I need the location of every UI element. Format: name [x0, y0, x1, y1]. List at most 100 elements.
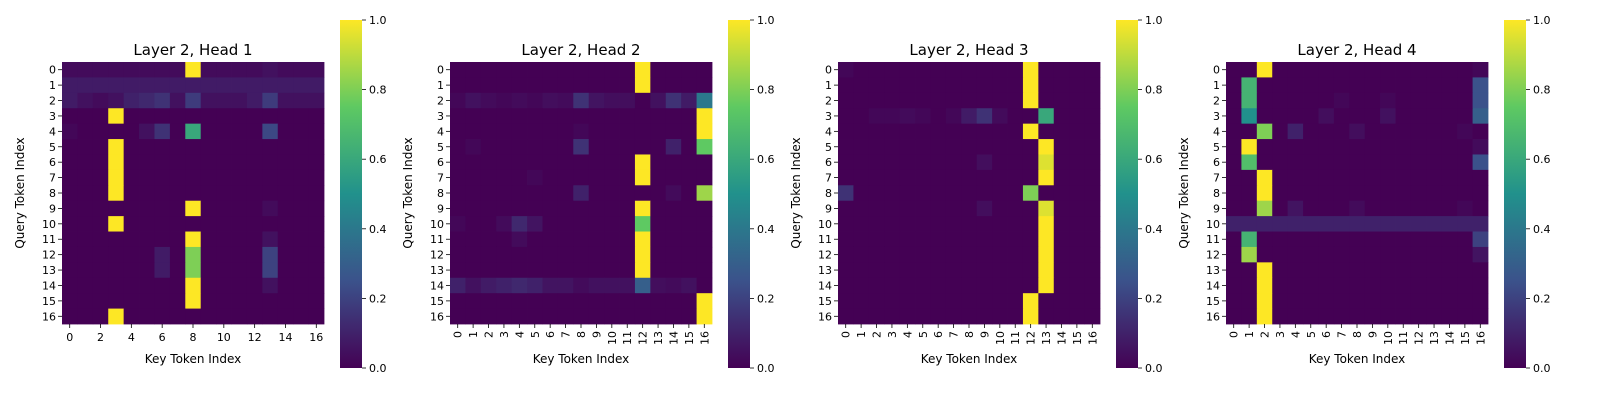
heatmap-cell-r11-c3 — [884, 231, 901, 248]
heatmap-cell-r15-c7 — [557, 293, 574, 309]
heatmap-cell-r16-c16 — [696, 308, 713, 325]
y-tick-label: 8 — [437, 187, 444, 200]
heatmap-cell-r4-c7 — [945, 123, 962, 140]
heatmap-cell-r13-c13 — [262, 262, 279, 279]
heatmap-cell-r2-c2 — [92, 92, 109, 109]
heatmap-cell-r2-c14 — [277, 92, 294, 109]
heatmap-cell-r11-c8 — [185, 231, 202, 248]
heatmap-cell-r10-c15 — [1457, 216, 1473, 232]
heatmap-cell-r5-c12 — [1022, 139, 1039, 155]
heatmap-cell-r10-c1 — [465, 216, 482, 232]
heatmap-cell-r4-c12 — [246, 123, 263, 140]
heatmap-cell-r3-c0 — [62, 108, 78, 125]
heatmap-cell-r13-c15 — [1457, 262, 1473, 279]
heatmap-cell-r16-c11 — [1395, 308, 1412, 325]
heatmap-cell-r16-c13 — [1426, 308, 1443, 325]
heatmap-cell-r12-c3 — [1272, 246, 1289, 263]
heatmap-cell-r8-c4 — [899, 185, 916, 202]
y-tick-label: 3 — [825, 110, 832, 123]
y-tick-label: 16 — [1206, 310, 1220, 323]
heatmap-cell-r2-c6 — [930, 92, 947, 109]
heatmap-cell-r2-c13 — [650, 92, 667, 109]
heatmap-cell-r13-c11 — [231, 262, 248, 279]
heatmap-cell-r11-c5 — [915, 231, 931, 248]
heatmap-cell-r6-c13 — [262, 154, 279, 171]
heatmap-cell-r1-c10 — [216, 77, 232, 94]
heatmap-cell-r9-c12 — [246, 200, 263, 217]
heatmap-cell-r1-c13 — [650, 77, 667, 94]
heatmap-cell-r5-c10 — [1380, 139, 1396, 155]
heatmap-cell-r3-c15 — [681, 108, 697, 125]
y-tick-label: 0 — [437, 64, 444, 77]
heatmap-cell-r3-c13 — [1426, 108, 1443, 125]
heatmap-cell-r10-c14 — [1441, 216, 1458, 232]
colorbar-tick-label: 0.4 — [1533, 223, 1551, 236]
heatmap-cell-r15-c5 — [527, 293, 543, 309]
heatmap-cell-r0-c8 — [961, 62, 978, 78]
heatmap-cell-r15-c6 — [154, 293, 171, 309]
heatmap-cell-r1-c8 — [185, 77, 202, 94]
heatmap-cell-r10-c8 — [185, 216, 202, 232]
heatmap-cell-r10-c16 — [696, 216, 713, 232]
colorbar — [1116, 20, 1138, 368]
x-tick-label: 16 — [309, 331, 323, 344]
heatmap-cell-r16-c3 — [884, 308, 901, 325]
heatmap-cell-r5-c0 — [62, 139, 78, 155]
heatmap-cell-r9-c15 — [681, 200, 697, 217]
colorbar-tick-label: 0.0 — [369, 362, 387, 375]
heatmap-cell-r6-c15 — [293, 154, 309, 171]
heatmap-cell-r0-c8 — [573, 62, 590, 78]
heatmap-cell-r4-c11 — [1007, 123, 1024, 140]
heatmap-cell-r5-c1 — [77, 139, 94, 155]
heatmap-cell-r11-c16 — [696, 231, 713, 248]
heatmap-cell-r15-c8 — [1349, 293, 1366, 309]
heatmap-cell-r13-c10 — [992, 262, 1008, 279]
heatmap-cell-r13-c0 — [62, 262, 78, 279]
heatmap-cell-r16-c11 — [1007, 308, 1024, 325]
heatmap-cell-r5-c15 — [1069, 139, 1085, 155]
heatmap-cell-r16-c4 — [123, 308, 140, 325]
heatmap-cell-r0-c6 — [1318, 62, 1335, 78]
heatmap-cell-r10-c10 — [1380, 216, 1396, 232]
x-tick-label: 4 — [901, 331, 914, 338]
heatmap-cell-r11-c2 — [868, 231, 885, 248]
heatmap-cell-r5-c13 — [1426, 139, 1443, 155]
heatmap-cell-r8-c12 — [1022, 185, 1039, 202]
heatmap-cell-r8-c6 — [930, 185, 947, 202]
heatmap-cell-r10-c5 — [527, 216, 543, 232]
heatmap-cell-r12-c4 — [899, 246, 916, 263]
heatmap-cell-r12-c4 — [123, 246, 140, 263]
heatmap-cell-r3-c1 — [853, 108, 870, 125]
heatmap-cell-r9-c0 — [838, 200, 854, 217]
y-tick-label: 9 — [437, 202, 444, 215]
heatmap-cell-r3-c13 — [262, 108, 279, 125]
heatmap-cell-r11-c0 — [450, 231, 466, 248]
heatmap-cell-r5-c4 — [511, 139, 528, 155]
heatmap-cell-r9-c12 — [634, 200, 651, 217]
heatmap-cell-r14-c12 — [634, 277, 651, 294]
heatmap-cell-r3-c9 — [200, 108, 217, 125]
heatmap-cell-r15-c13 — [1038, 293, 1055, 309]
heatmap-cell-r1-c14 — [1053, 77, 1070, 94]
heatmap-cell-r9-c13 — [650, 200, 667, 217]
heatmap-cell-r13-c1 — [1241, 262, 1258, 279]
heatmap-cell-r4-c12 — [1410, 123, 1427, 140]
heatmap-cell-r2-c11 — [1007, 92, 1024, 109]
heatmap-cell-r2-c8 — [185, 92, 202, 109]
heatmap-cell-r14-c15 — [1069, 277, 1085, 294]
heatmap-cell-r10-c3 — [496, 216, 513, 232]
x-tick-label: 1 — [855, 331, 868, 338]
heatmap-cell-r11-c10 — [604, 231, 620, 248]
heatmap-cell-r8-c14 — [1441, 185, 1458, 202]
heatmap-cell-r13-c16 — [308, 262, 325, 279]
heatmap-cell-r15-c12 — [1410, 293, 1427, 309]
heatmap-cell-r15-c0 — [838, 293, 854, 309]
heatmap-cell-r7-c3 — [496, 169, 513, 186]
heatmap-cell-r15-c11 — [1007, 293, 1024, 309]
heatmap-cell-r6-c5 — [139, 154, 155, 171]
heatmap-cell-r3-c14 — [1441, 108, 1458, 125]
colorbar-tick-label: 0.8 — [757, 84, 775, 97]
heatmap-cell-r12-c13 — [1038, 246, 1055, 263]
heatmap-cell-r14-c1 — [77, 277, 94, 294]
heatmap-cell-r12-c8 — [573, 246, 590, 263]
